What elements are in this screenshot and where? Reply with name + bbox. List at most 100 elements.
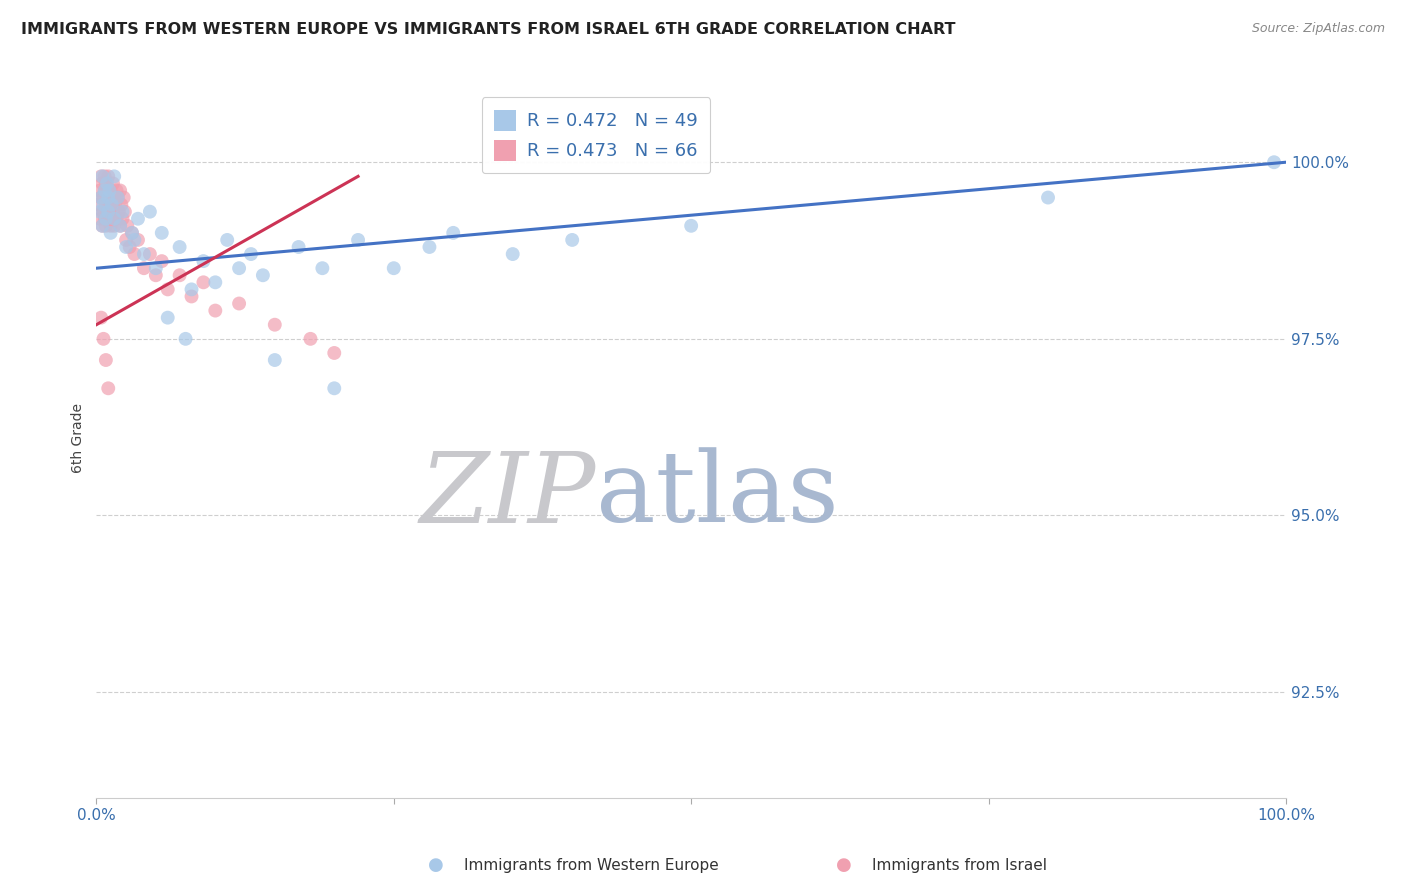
Point	[89, 204, 111, 219]
Point	[502, 247, 524, 261]
Point	[108, 219, 131, 233]
Point	[124, 233, 146, 247]
Text: IMMIGRANTS FROM WESTERN EUROPE VS IMMIGRANTS FROM ISRAEL 6TH GRADE CORRELATION C: IMMIGRANTS FROM WESTERN EUROPE VS IMMIGR…	[21, 22, 956, 37]
Point	[299, 332, 322, 346]
Point	[101, 197, 124, 211]
Point	[180, 289, 202, 303]
Point	[204, 303, 226, 318]
Point	[97, 169, 120, 184]
Point	[100, 219, 122, 233]
Point	[97, 381, 120, 395]
Point	[145, 268, 167, 283]
Point	[107, 190, 129, 204]
Point	[90, 310, 112, 325]
Point	[117, 219, 139, 233]
Legend: R = 0.472   N = 49, R = 0.473   N = 66: R = 0.472 N = 49, R = 0.473 N = 66	[482, 97, 710, 173]
Point	[90, 190, 112, 204]
Point	[311, 261, 333, 276]
Point	[217, 233, 239, 247]
Point	[108, 184, 131, 198]
Point	[174, 332, 197, 346]
Point	[93, 190, 115, 204]
Point	[101, 177, 124, 191]
Point	[87, 197, 110, 211]
Point	[93, 211, 115, 226]
Point	[94, 211, 117, 226]
Point	[132, 247, 155, 261]
Point	[347, 233, 370, 247]
Point	[139, 247, 162, 261]
Point	[94, 197, 117, 211]
Point	[121, 226, 143, 240]
Point	[1036, 190, 1059, 204]
Point	[105, 211, 128, 226]
Point	[98, 190, 121, 204]
Point	[98, 184, 121, 198]
Point	[94, 353, 117, 368]
Point	[91, 204, 114, 219]
Point	[150, 254, 173, 268]
Point	[323, 381, 346, 395]
Point	[103, 190, 125, 204]
Text: ZIP: ZIP	[420, 448, 596, 543]
Point	[204, 276, 226, 290]
Point	[101, 204, 124, 219]
Point	[139, 204, 162, 219]
Text: Immigrants from Western Europe: Immigrants from Western Europe	[464, 858, 718, 872]
Point	[228, 261, 250, 276]
Point	[111, 211, 134, 226]
Point	[93, 184, 115, 198]
Point	[97, 184, 120, 198]
Text: ●: ●	[427, 856, 444, 874]
Point	[100, 226, 122, 240]
Point	[121, 226, 143, 240]
Point	[228, 296, 250, 310]
Point	[96, 204, 118, 219]
Point	[101, 211, 124, 226]
Point	[150, 226, 173, 240]
Point	[323, 346, 346, 360]
Point	[97, 190, 120, 204]
Point	[93, 332, 115, 346]
Point	[97, 197, 120, 211]
Point	[115, 240, 138, 254]
Point	[263, 318, 285, 332]
Point	[441, 226, 464, 240]
Text: ●: ●	[835, 856, 852, 874]
Point	[93, 184, 115, 198]
Point	[103, 219, 125, 233]
Point	[111, 204, 134, 219]
Point	[110, 197, 132, 211]
Point	[108, 204, 131, 219]
Point	[107, 190, 129, 204]
Text: Immigrants from Israel: Immigrants from Israel	[872, 858, 1046, 872]
Point	[287, 240, 309, 254]
Text: Source: ZipAtlas.com: Source: ZipAtlas.com	[1251, 22, 1385, 36]
Point	[91, 169, 114, 184]
Point	[418, 240, 440, 254]
Point	[90, 190, 112, 204]
Point	[145, 261, 167, 276]
Point	[103, 169, 125, 184]
Point	[108, 219, 131, 233]
Point	[96, 190, 118, 204]
Point	[105, 184, 128, 198]
Text: atlas: atlas	[596, 448, 839, 543]
Point	[94, 177, 117, 191]
Point	[101, 197, 124, 211]
Point	[127, 233, 149, 247]
Point	[252, 268, 274, 283]
Point	[382, 261, 405, 276]
Point	[93, 204, 115, 219]
Point	[193, 254, 215, 268]
Point	[93, 169, 115, 184]
Point	[103, 211, 125, 226]
Point	[98, 204, 121, 219]
Point	[96, 177, 118, 191]
Point	[561, 233, 583, 247]
Point	[156, 310, 179, 325]
Point	[97, 204, 120, 219]
Point	[132, 261, 155, 276]
Point	[169, 268, 191, 283]
Point	[240, 247, 263, 261]
